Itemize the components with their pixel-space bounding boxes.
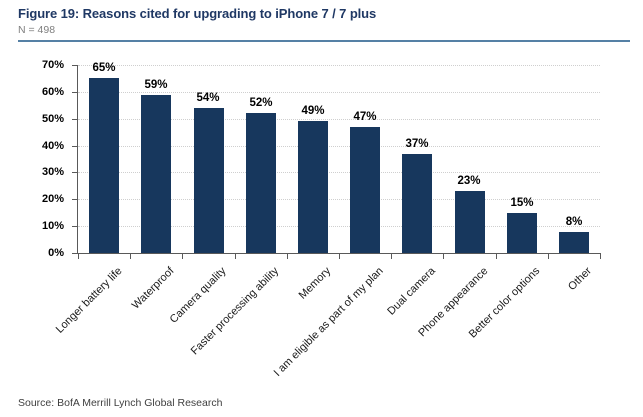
x-axis-tick bbox=[287, 254, 288, 259]
y-axis-tick-label: 40% bbox=[41, 140, 64, 152]
y-axis-tick-label: 50% bbox=[41, 113, 64, 125]
bar bbox=[455, 191, 485, 253]
figure-title: Figure 19: Reasons cited for upgrading t… bbox=[18, 6, 377, 21]
x-axis-tick bbox=[78, 254, 79, 259]
bar bbox=[559, 232, 589, 253]
y-axis-tick-label: 70% bbox=[41, 59, 64, 71]
gridline bbox=[78, 92, 600, 93]
gridline bbox=[78, 119, 600, 120]
bar bbox=[246, 113, 276, 253]
x-axis-line bbox=[77, 253, 601, 254]
bar bbox=[507, 213, 537, 253]
x-axis-category-label: Faster processing ability bbox=[189, 265, 282, 358]
bar-value-label: 52% bbox=[249, 97, 273, 109]
bar-chart-plot-area: 0% 10% 20% 30% 40% 50% 60% 70% 65% Longer battery… bbox=[42, 59, 601, 379]
gridline bbox=[78, 226, 600, 227]
y-axis-tick bbox=[72, 92, 77, 93]
y-axis-tick bbox=[72, 172, 77, 173]
bar-value-label: 59% bbox=[144, 79, 168, 91]
bar-value-label: 37% bbox=[405, 138, 429, 150]
y-axis-tick bbox=[72, 146, 77, 147]
x-axis-category-label: Other bbox=[566, 265, 595, 293]
bar-value-label: 15% bbox=[510, 197, 534, 209]
x-axis-tick bbox=[130, 254, 131, 259]
y-axis-tick bbox=[72, 119, 77, 120]
y-axis-line bbox=[77, 65, 78, 254]
x-axis-tick bbox=[235, 254, 236, 259]
sample-size-label: N = 498 bbox=[18, 24, 56, 36]
bar bbox=[350, 127, 380, 253]
bar bbox=[141, 95, 171, 253]
y-axis-tick-label: 20% bbox=[41, 193, 64, 205]
bar-value-label: 47% bbox=[353, 111, 377, 123]
x-axis-tick bbox=[600, 254, 601, 259]
gridline bbox=[78, 172, 600, 173]
bar-value-label: 8% bbox=[565, 216, 583, 228]
y-axis-tick-label: 60% bbox=[41, 86, 64, 98]
y-axis-tick-label: 30% bbox=[41, 166, 64, 178]
x-axis-category-label: Waterproof bbox=[129, 265, 177, 312]
gridline bbox=[78, 146, 600, 147]
bar-value-label: 54% bbox=[196, 92, 220, 104]
bar bbox=[194, 108, 224, 253]
x-axis-category-label: Dual camera bbox=[384, 265, 438, 318]
header-rule bbox=[18, 40, 630, 42]
bar bbox=[89, 78, 119, 253]
x-axis-category-label: Memory bbox=[296, 265, 334, 302]
y-axis-tick bbox=[72, 65, 77, 66]
bar-value-label: 49% bbox=[301, 105, 325, 117]
x-axis-tick bbox=[391, 254, 392, 259]
y-axis-tick bbox=[72, 199, 77, 200]
bar bbox=[298, 121, 328, 253]
x-axis-tick bbox=[182, 254, 183, 259]
x-axis-tick bbox=[548, 254, 549, 259]
gridline bbox=[78, 65, 600, 66]
x-axis-tick bbox=[339, 254, 340, 259]
bar bbox=[402, 154, 432, 253]
y-axis-tick-label: 0% bbox=[48, 247, 64, 259]
x-axis-tick bbox=[443, 254, 444, 259]
bar-value-label: 23% bbox=[457, 175, 481, 187]
y-axis-tick-label: 10% bbox=[41, 220, 64, 232]
y-axis-tick bbox=[72, 253, 77, 254]
bar-value-label: 65% bbox=[92, 62, 116, 74]
x-axis-tick bbox=[496, 254, 497, 259]
source-text: Source: BofA Merrill Lynch Global Resear… bbox=[18, 397, 223, 409]
x-axis-category-label: Longer battery life bbox=[53, 265, 125, 336]
y-axis-tick bbox=[72, 226, 77, 227]
gridline bbox=[78, 199, 600, 200]
x-axis-category-label: I am eligible as part of my plan bbox=[271, 265, 386, 379]
